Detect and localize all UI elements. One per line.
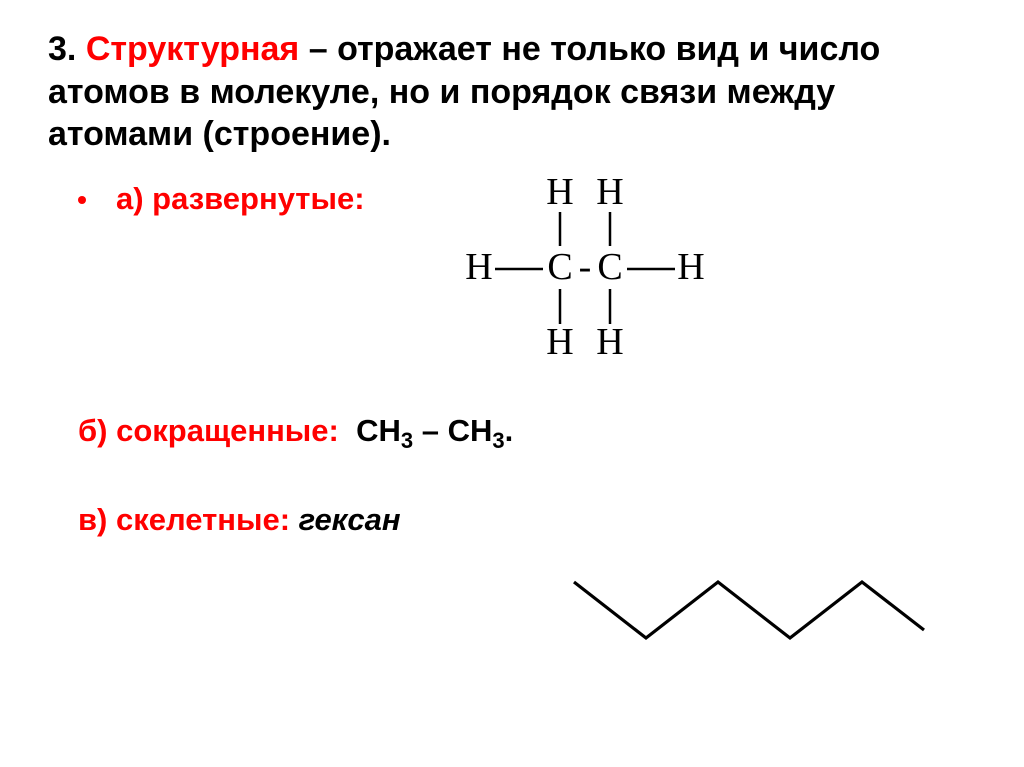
atom-h: H	[546, 321, 573, 363]
hexane-zigzag	[574, 582, 924, 638]
atom-h: H	[596, 321, 623, 363]
condensed-formula: CH3 – CH3.	[347, 413, 513, 448]
title-keyword: Структурная	[86, 30, 299, 68]
slide: 3. Структурная – отражает не только вид …	[0, 0, 1024, 767]
molecule-name: гексан	[299, 502, 401, 537]
ethane-structural-svg: H H H C - C H H H	[455, 174, 715, 364]
title-number: 3.	[48, 30, 76, 68]
expanded-structural-formula: H H H C - C H H H	[455, 174, 715, 373]
atom-h: H	[677, 246, 704, 288]
bullet-icon	[78, 196, 86, 204]
section-a: а) развернутые: H H H C - C H H	[78, 180, 984, 373]
section-c-prefix: в) скелетные:	[78, 502, 299, 537]
section-b-label: б) сокращенные:	[78, 413, 339, 448]
section-c-label: в) скелетные: гексан	[78, 502, 401, 538]
atom-c: C	[547, 246, 572, 288]
atom-h: H	[596, 174, 623, 213]
atom-c: C	[597, 246, 622, 288]
hexane-skeletal-svg	[564, 570, 934, 660]
section-b: б) сокращенные: CH3 – CH3.	[78, 413, 984, 454]
atom-h: H	[465, 246, 492, 288]
bond-dash: -	[578, 246, 591, 288]
slide-title: 3. Структурная – отражает не только вид …	[48, 28, 984, 156]
section-c: в) скелетные: гексан	[78, 502, 984, 538]
atom-h: H	[546, 174, 573, 213]
skeletal-formula	[564, 570, 934, 665]
section-a-label: а) развернутые:	[116, 180, 365, 217]
